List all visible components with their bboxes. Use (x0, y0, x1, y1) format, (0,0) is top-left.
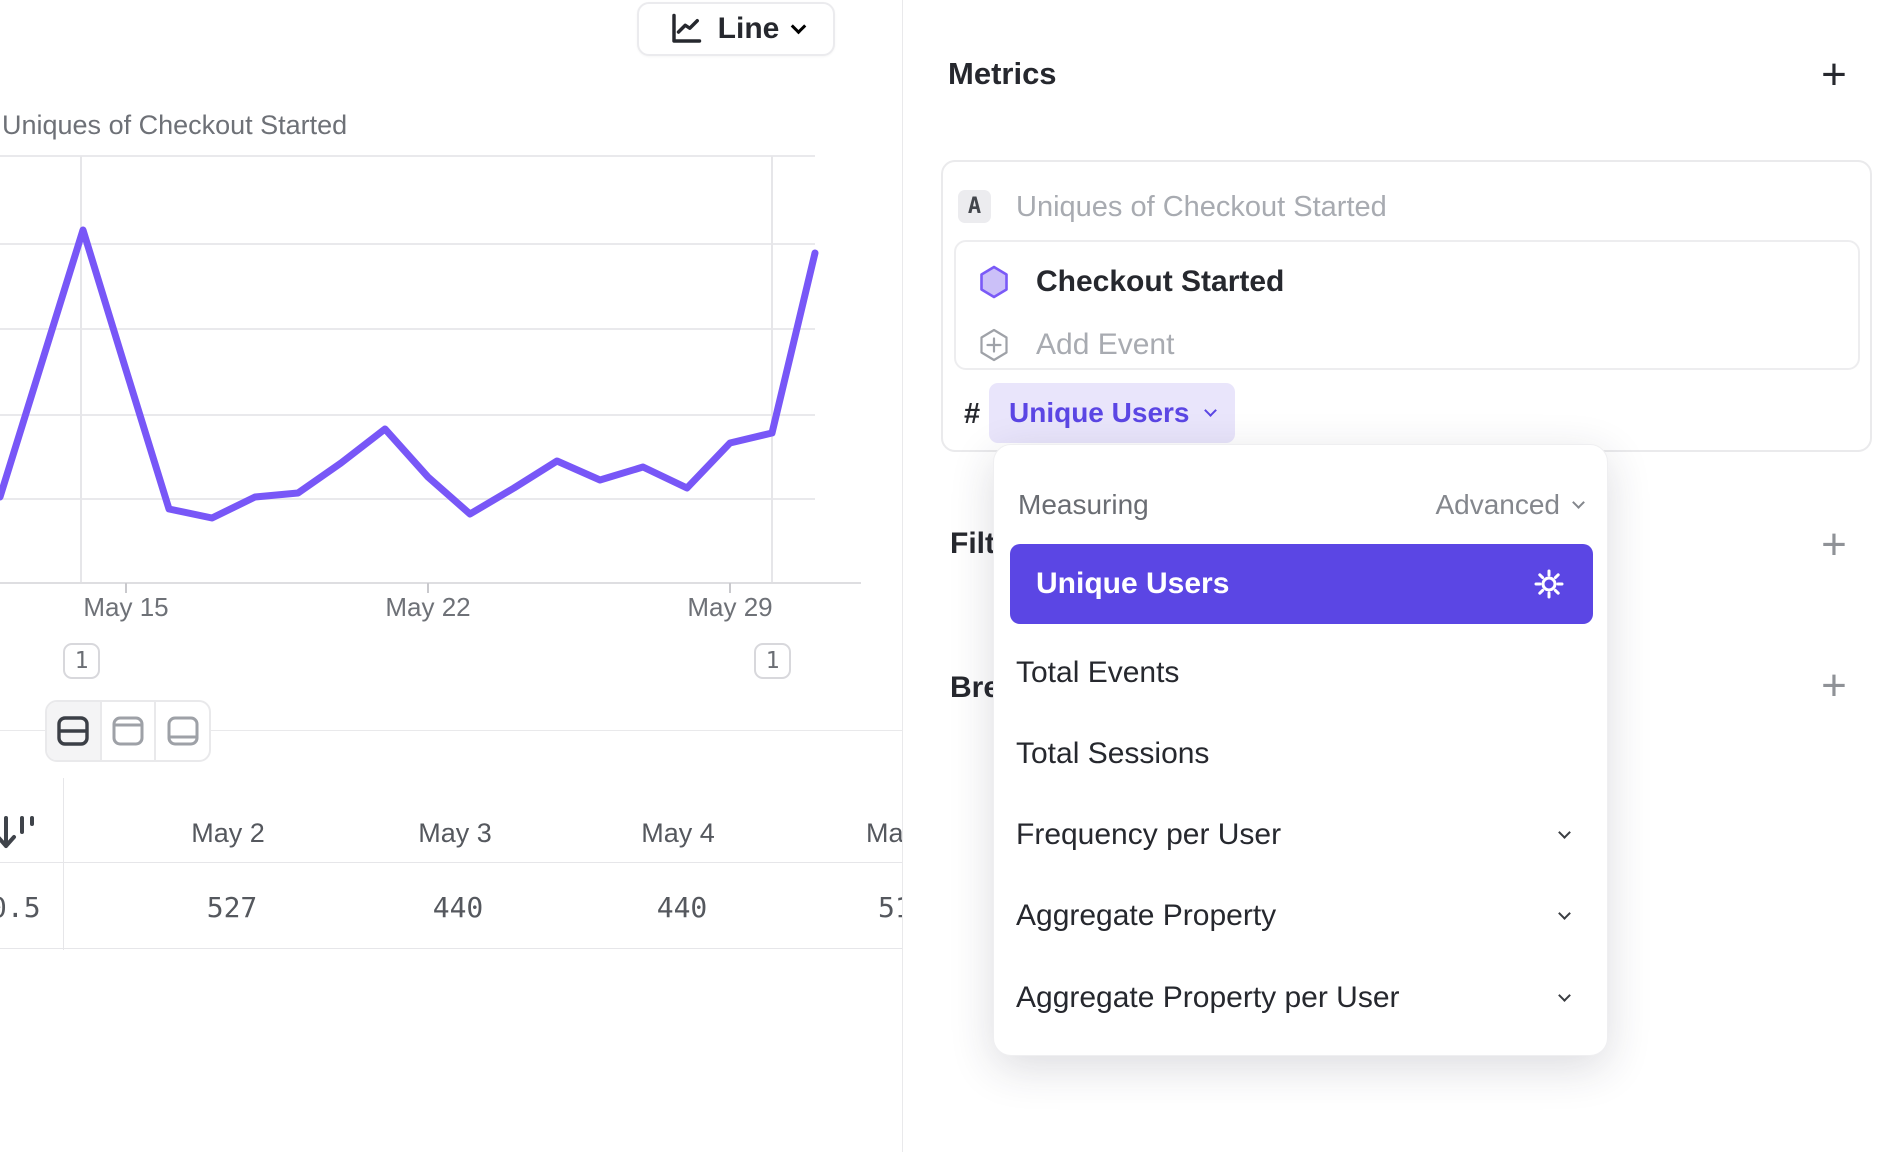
chart-type-label: Line (717, 12, 780, 45)
layout-split-button[interactable] (47, 702, 100, 760)
annotation-badge[interactable]: 1 (754, 643, 791, 679)
chevron-down-icon (791, 18, 807, 34)
menu-item-label: Total Events (1016, 656, 1180, 689)
metrics-section-title: Metrics (948, 56, 1057, 91)
x-axis-label: May 15 (83, 592, 169, 622)
menu-item-aggregate-property-per-user[interactable]: Aggregate Property per User (1016, 976, 1587, 1020)
table-cell: 440 (432, 891, 484, 924)
add-metric-button[interactable]: + (1821, 50, 1847, 99)
metric-summary-label: Uniques of Checkout Started (1016, 191, 1387, 223)
top-bar-view-icon (112, 716, 144, 746)
table-header-cell[interactable]: May 3 (418, 818, 492, 848)
table-header-cell[interactable]: May (866, 818, 902, 848)
bottom-bar-view-icon (167, 716, 199, 746)
table-header-border (0, 862, 902, 863)
measure-hash-prefix: # (964, 398, 981, 430)
metric-letter-badge: A (958, 190, 991, 223)
add-event-hexagon-plus-icon (980, 328, 1008, 362)
layout-toggle-group (45, 700, 211, 762)
metric-card: A Uniques of Checkout Started Checkout S… (941, 160, 1872, 452)
sort-descending-icon[interactable] (0, 814, 38, 854)
measure-selector-chip[interactable]: Unique Users (989, 383, 1235, 443)
split-view-icon (57, 716, 90, 746)
add-event-label: Add Event (1036, 328, 1175, 361)
event-row[interactable]: Checkout Started (978, 262, 1284, 302)
advanced-toggle[interactable]: Advanced (1435, 489, 1585, 521)
x-axis-label: May 22 (385, 592, 471, 622)
table-header-cell[interactable]: May 4 (641, 818, 715, 848)
menu-item-aggregate-property[interactable]: Aggregate Property (1016, 894, 1587, 938)
add-filter-button[interactable]: + (1821, 520, 1847, 569)
menu-item-unique-users-selected[interactable]: Unique Users (1010, 544, 1593, 624)
x-axis-label: May 29 (687, 592, 773, 622)
chevron-down-icon (1558, 906, 1571, 920)
annotation-badge[interactable]: 1 (63, 643, 100, 679)
chevron-down-icon (1558, 988, 1571, 1002)
chart-type-button[interactable]: Line (637, 2, 835, 56)
line-chart (0, 155, 861, 593)
event-card: Checkout Started Add Event (954, 240, 1860, 370)
table-row-label: 0.5 (0, 891, 41, 924)
menu-item-label: Frequency per User (1016, 818, 1282, 851)
table-row-border (0, 948, 902, 949)
layout-chart-only-button[interactable] (99, 702, 155, 760)
chevron-down-icon (1572, 495, 1585, 509)
chart-title: Uniques of Checkout Started (2, 110, 348, 140)
event-name: Checkout Started (1036, 265, 1285, 298)
table-header-cell[interactable]: May 2 (191, 818, 265, 848)
menu-item-label: Total Sessions (1016, 737, 1210, 770)
menu-item-total-events[interactable]: Total Events (1016, 651, 1587, 695)
measuring-label: Measuring (1018, 489, 1149, 520)
line-chart-icon (671, 13, 701, 43)
menu-item-label: Aggregate Property per User (1016, 981, 1400, 1014)
measuring-dropdown: Measuring Advanced Unique Users Total Ev… (993, 444, 1608, 1056)
chevron-down-icon (1558, 825, 1571, 839)
layout-table-only-button[interactable] (154, 702, 209, 760)
chevron-down-icon (1203, 403, 1217, 417)
menu-item-frequency-per-user[interactable]: Frequency per User (1016, 813, 1587, 857)
menu-item-label: Aggregate Property (1016, 899, 1277, 932)
add-event-row[interactable]: Add Event (978, 325, 1174, 365)
event-hexagon-icon (980, 265, 1008, 299)
gear-icon[interactable] (1531, 566, 1567, 602)
measure-chip-label: Unique Users (1009, 397, 1190, 428)
table-cell: 440 (656, 891, 708, 924)
add-breakdown-button[interactable]: + (1821, 661, 1847, 710)
section-divider (0, 730, 902, 731)
advanced-label: Advanced (1435, 489, 1560, 520)
selected-item-label: Unique Users (1036, 567, 1230, 600)
table-cell: 527 (206, 891, 258, 924)
chart-panel: Line Uniques of Checkout Started May 15 … (0, 0, 902, 1152)
panel-divider (902, 0, 903, 1152)
table-cell: 51 (878, 891, 902, 924)
menu-item-total-sessions[interactable]: Total Sessions (1016, 732, 1587, 776)
table-column-border (63, 778, 64, 950)
